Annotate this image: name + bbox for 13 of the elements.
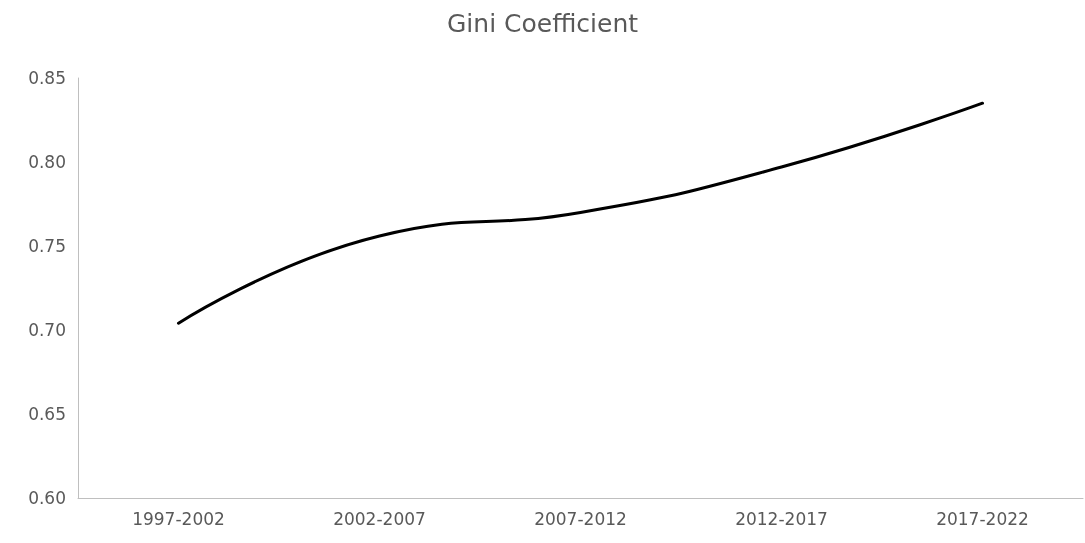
y-tick-label: 0.70 (28, 320, 66, 340)
y-tick-label: 0.85 (28, 68, 66, 88)
x-tick-label: 2007-2012 (534, 508, 627, 529)
y-tick-label: 0.65 (28, 404, 66, 424)
x-tick-label: 1997-2002 (132, 508, 225, 529)
x-tick-label: 2002-2007 (333, 508, 426, 529)
line-series (177, 101, 984, 325)
chart-title: Gini Coefficient (446, 9, 639, 38)
y-tick-label: 0.75 (28, 236, 66, 256)
x-tick-label: 2012-2017 (735, 508, 828, 529)
x-tick-label: 2017-2022 (936, 508, 1029, 529)
y-tick-label: 0.60 (28, 488, 66, 508)
y-tick-label: 0.80 (28, 152, 66, 172)
